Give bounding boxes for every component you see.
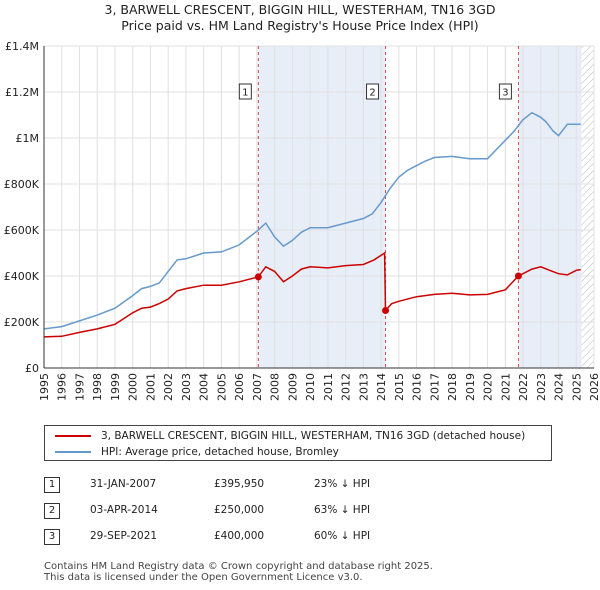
x-tick-label: 2011: [322, 373, 335, 401]
legend-label-hpi: HPI: Average price, detached house, Brom…: [101, 446, 339, 458]
x-tick-label: 2002: [162, 373, 175, 401]
chart-legend: 3, BARWELL CRESCENT, BIGGIN HILL, WESTER…: [44, 425, 552, 461]
y-tick-label: £600K: [4, 224, 40, 237]
y-tick-label: £400K: [4, 270, 40, 283]
sale-number-badge: 2: [44, 503, 60, 519]
sale-date: 31-JAN-2007: [90, 478, 157, 490]
series-line-hpi: [43, 111, 581, 330]
x-tick-label: 2016: [411, 373, 424, 401]
x-tick-label: 2004: [198, 373, 211, 401]
x-tick-label: 2021: [499, 373, 512, 401]
sale-point: [382, 307, 390, 314]
x-tick-label: 2006: [233, 373, 246, 401]
sale-price: £400,000: [214, 530, 265, 542]
x-tick-label: 2020: [482, 373, 495, 401]
sale-date: 29-SEP-2021: [90, 530, 158, 542]
price-chart: 1 2 3 £0 £200K £400K £600K £800K £1M £1.2M £1.4M 19…: [4, 40, 600, 401]
sale-row: 3 29-SEP-2021 £400,000 60% ↓ HPI: [44, 526, 564, 552]
x-tick-label: 1998: [91, 373, 104, 401]
x-tick-label: 1995: [38, 373, 51, 401]
y-tick-label: £1.4M: [5, 40, 39, 53]
x-tick-label: 2014: [375, 373, 388, 401]
x-tick-label: 2003: [180, 373, 193, 401]
footer: Contains HM Land Registry data © Crown c…: [44, 561, 433, 583]
x-tick-label: 2018: [446, 373, 459, 401]
x-tick-label: 2015: [393, 373, 406, 401]
x-tick-label: 2024: [553, 373, 566, 401]
sale-number-badge: 3: [44, 529, 60, 545]
x-tick-label: 1996: [56, 373, 69, 401]
x-tick-label: 2009: [286, 373, 299, 401]
y-tick-label: £0: [25, 362, 39, 375]
future-hatch: [581, 46, 594, 368]
x-tick-label: 2005: [215, 373, 228, 401]
x-tick-label: 2017: [428, 373, 441, 401]
sale-point: [514, 272, 522, 280]
x-tick-label: 2019: [464, 373, 477, 401]
x-tick-label: 2000: [127, 373, 140, 401]
x-tick-label: 1999: [109, 373, 122, 401]
sale-number-badge: 1: [44, 477, 60, 493]
sale-period-shade: [258, 46, 386, 368]
x-tick-label: 2001: [144, 373, 157, 401]
legend-item-hpi: HPI: Average price, detached house, Brom…: [55, 445, 339, 459]
footer-copyright: Contains HM Land Registry data © Crown c…: [44, 561, 433, 572]
sale-hpi-comparison: 63% ↓ HPI: [314, 504, 371, 516]
x-tick-label: 2025: [570, 373, 583, 401]
sale-label-box: [366, 83, 380, 100]
footer-licence: This data is licensed under the Open Gov…: [44, 572, 363, 583]
sale-hpi-comparison: 23% ↓ HPI: [314, 478, 371, 490]
sale-price: £250,000: [214, 504, 265, 516]
sale-row: 2 03-APR-2014 £250,000 63% ↓ HPI: [44, 500, 564, 526]
x-tick-label: 2026: [588, 373, 600, 401]
legend-swatch-property: [55, 435, 91, 437]
sale-label-number: 2: [369, 88, 375, 99]
y-tick-label: £800K: [4, 178, 40, 191]
x-tick-label: 2008: [269, 373, 282, 401]
sale-period-shade: [518, 46, 582, 368]
sale-point: [254, 273, 262, 281]
x-tick-label: 2007: [251, 373, 264, 401]
x-tick-label: 1997: [73, 373, 86, 401]
y-tick-label: £1M: [16, 132, 40, 145]
legend-label-property: 3, BARWELL CRESCENT, BIGGIN HILL, WESTER…: [101, 430, 526, 442]
sale-label-number: 1: [242, 88, 248, 99]
sale-label-box: [498, 83, 512, 100]
x-tick-label: 2012: [340, 373, 353, 401]
sale-hpi-comparison: 60% ↓ HPI: [314, 530, 371, 542]
x-tick-label: 2023: [535, 373, 548, 401]
x-tick-label: 2022: [517, 373, 530, 401]
x-tick-label: 2010: [304, 373, 317, 401]
x-tick-label: 2013: [357, 373, 370, 401]
chart-subtitle: Price paid vs. HM Land Registry's House …: [121, 18, 479, 33]
sales-table: 1 31-JAN-2007 £395,950 23% ↓ HPI 2 03-AP…: [44, 474, 564, 552]
sale-label-box: [238, 83, 252, 100]
y-tick-label: £200K: [4, 316, 40, 329]
legend-swatch-hpi: [55, 451, 91, 453]
sale-date: 03-APR-2014: [90, 504, 158, 516]
sale-row: 1 31-JAN-2007 £395,950 23% ↓ HPI: [44, 474, 564, 500]
sale-price: £395,950: [214, 478, 265, 490]
y-tick-label: £1.2M: [5, 86, 39, 99]
chart-title: 3, BARWELL CRESCENT, BIGGIN HILL, WESTER…: [104, 2, 496, 17]
sale-label-number: 3: [502, 88, 508, 99]
legend-item-property: 3, BARWELL CRESCENT, BIGGIN HILL, WESTER…: [55, 429, 525, 443]
